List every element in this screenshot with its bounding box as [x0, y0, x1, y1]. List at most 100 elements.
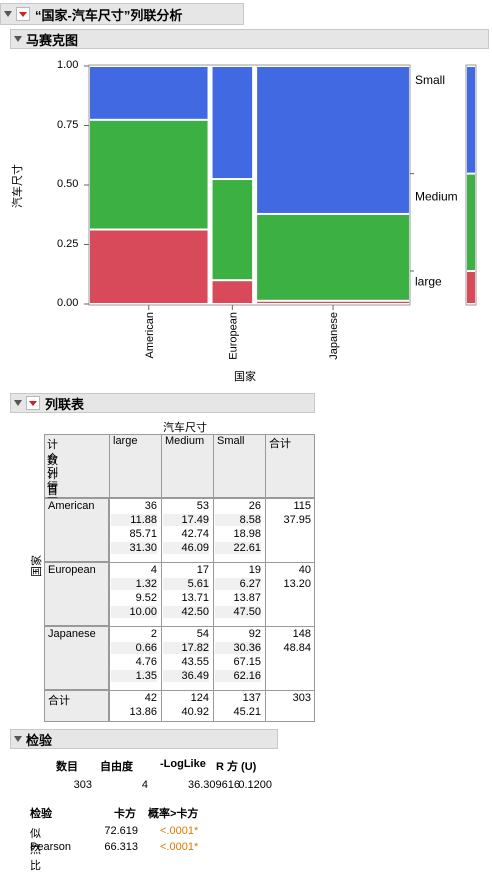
mosaic-section-header: 马赛克图 — [10, 29, 489, 49]
crosstab-value: 5.61 — [163, 578, 209, 590]
crosstab-value: 13.87 — [233, 592, 261, 604]
y-tick-label: 0.00 — [57, 297, 79, 309]
crosstab-cell-box — [109, 626, 161, 690]
crosstab-cell-box — [213, 562, 265, 626]
crosstab-value: 1.32 — [111, 578, 157, 590]
crosstab-value: 46.09 — [163, 542, 209, 554]
crosstab-header-bg — [44, 434, 315, 498]
crosstab-value: 17.49 — [163, 514, 209, 526]
tests-summary-value: 0.1200 — [238, 779, 272, 791]
crosstab-cell-box — [161, 690, 213, 722]
tests-header: 卡方 — [114, 808, 136, 820]
crosstab-value: 13.20 — [283, 578, 311, 590]
crosstab-cell-box — [109, 690, 161, 722]
crosstab-cell-box — [213, 498, 265, 562]
tests-summary-value: 303 — [73, 779, 92, 791]
crosstab-value: 42.74 — [181, 528, 209, 540]
crosstab-value: 47.50 — [215, 606, 261, 618]
crosstab-total-value: 124 — [190, 692, 209, 704]
x-tick-label-american: American — [144, 312, 156, 358]
mosaic-cell-japanese-small — [257, 67, 409, 213]
crosstab-total-value: 137 — [242, 692, 261, 704]
crosstab-value: 42.50 — [163, 606, 209, 618]
legend-label-large: large — [415, 275, 442, 289]
crosstab-total-value: 42 — [144, 692, 157, 704]
crosstab-value: 10.00 — [111, 606, 157, 618]
crosstab-column-variable: 汽车尺寸 — [163, 422, 207, 434]
test-pvalue: <.0001* — [160, 841, 199, 853]
report-header: “国家-汽车尺寸”列联分析 — [0, 3, 244, 25]
crosstab-value: 30.36 — [215, 642, 261, 654]
overall-bar-small — [467, 67, 475, 173]
crosstab-row-header: Japanese — [44, 626, 109, 690]
crosstab-value: 31.30 — [111, 542, 157, 554]
crosstab-value: 17 — [196, 564, 209, 576]
crosstab-value: 11.88 — [111, 514, 157, 526]
mosaic-plot[interactable]: American European Japanese Small Medium large — [0, 50, 492, 370]
crosstab-total-value: 45.21 — [233, 706, 261, 718]
crosstab-value: 62.16 — [215, 670, 261, 682]
mosaic-cell-american-medium — [90, 120, 208, 229]
crosstab-value: 40 — [298, 564, 311, 576]
crosstab-value: 18.98 — [233, 528, 261, 540]
crosstab-value: 36.49 — [163, 670, 209, 682]
crosstab-total-label: 合计 — [44, 690, 109, 722]
crosstab-value: 6.27 — [215, 578, 261, 590]
crosstab-value: 85.71 — [129, 528, 157, 540]
crosstab-row-header: American — [44, 498, 109, 562]
crosstab-value: 26 — [248, 500, 261, 512]
tests-summary-value: 36.309616 — [188, 779, 240, 791]
crosstab-value: 54 — [196, 628, 209, 640]
crosstab-column-header: 合计 — [265, 434, 315, 498]
crosstab-value: 1.35 — [111, 670, 157, 682]
crosstab-value: 37.95 — [283, 514, 311, 526]
crosstab-section-header: 列联表 — [10, 393, 315, 413]
crosstab-cell-box — [265, 626, 315, 690]
crosstab-cell-box — [109, 562, 161, 626]
crosstab-value: 43.55 — [181, 656, 209, 668]
crosstab-value: 92 — [248, 628, 261, 640]
report-title: “国家-汽车尺寸”列联分析 — [35, 7, 183, 23]
crosstab-value: 2 — [150, 628, 157, 640]
y-tick-label: 0.50 — [57, 178, 79, 190]
red-triangle-menu-icon[interactable] — [16, 7, 30, 21]
disclosure-icon[interactable] — [4, 11, 12, 17]
mosaic-x-axis-label: 国家 — [234, 371, 256, 383]
crosstab-value: 0.66 — [111, 642, 157, 654]
red-triangle-menu-icon[interactable] — [26, 396, 40, 410]
test-pvalue: <.0001* — [160, 825, 199, 837]
mosaic-title: 马赛克图 — [26, 32, 79, 48]
overall-bar-medium — [467, 174, 475, 271]
crosstab-cell-box — [265, 562, 315, 626]
x-tick-label-european: European — [227, 312, 239, 360]
legend-label-medium: Medium — [415, 189, 458, 203]
tests-summary-value: 4 — [141, 779, 148, 791]
crosstab-cell-box — [265, 690, 315, 722]
crosstab-value: 53 — [196, 500, 209, 512]
crosstab-cell-box — [213, 626, 265, 690]
test-name: Pearson — [30, 841, 71, 853]
test-chisq: 66.313 — [104, 841, 138, 853]
disclosure-icon[interactable] — [14, 36, 22, 42]
mosaic-cell-american-large — [90, 230, 208, 303]
tests-summary-header: 自由度 — [100, 761, 133, 773]
y-tick-label: 0.25 — [57, 237, 79, 250]
mosaic-cell-european-large — [212, 281, 253, 303]
test-chisq: 72.619 — [104, 825, 138, 837]
mosaic-cell-european-medium — [212, 180, 253, 280]
tests-section-header: 检验 — [10, 729, 278, 749]
crosstab-total-value: 13.86 — [129, 706, 157, 718]
crosstab-value: 148 — [292, 628, 311, 640]
crosstab-value: 19 — [248, 564, 261, 576]
crosstab-cell-box — [161, 626, 213, 690]
crosstab-value: 9.52 — [135, 592, 157, 604]
disclosure-icon[interactable] — [14, 736, 22, 742]
tests-summary-header: -LogLike — [160, 758, 206, 770]
crosstab-title: 列联表 — [45, 396, 85, 412]
mosaic-cell-japanese-medium — [257, 214, 409, 300]
crosstab-value: 13.71 — [181, 592, 209, 604]
disclosure-icon[interactable] — [14, 400, 22, 406]
tests-title: 检验 — [26, 732, 53, 748]
crosstab-cell-box — [161, 498, 213, 562]
tests-header: 检验 — [30, 808, 52, 820]
